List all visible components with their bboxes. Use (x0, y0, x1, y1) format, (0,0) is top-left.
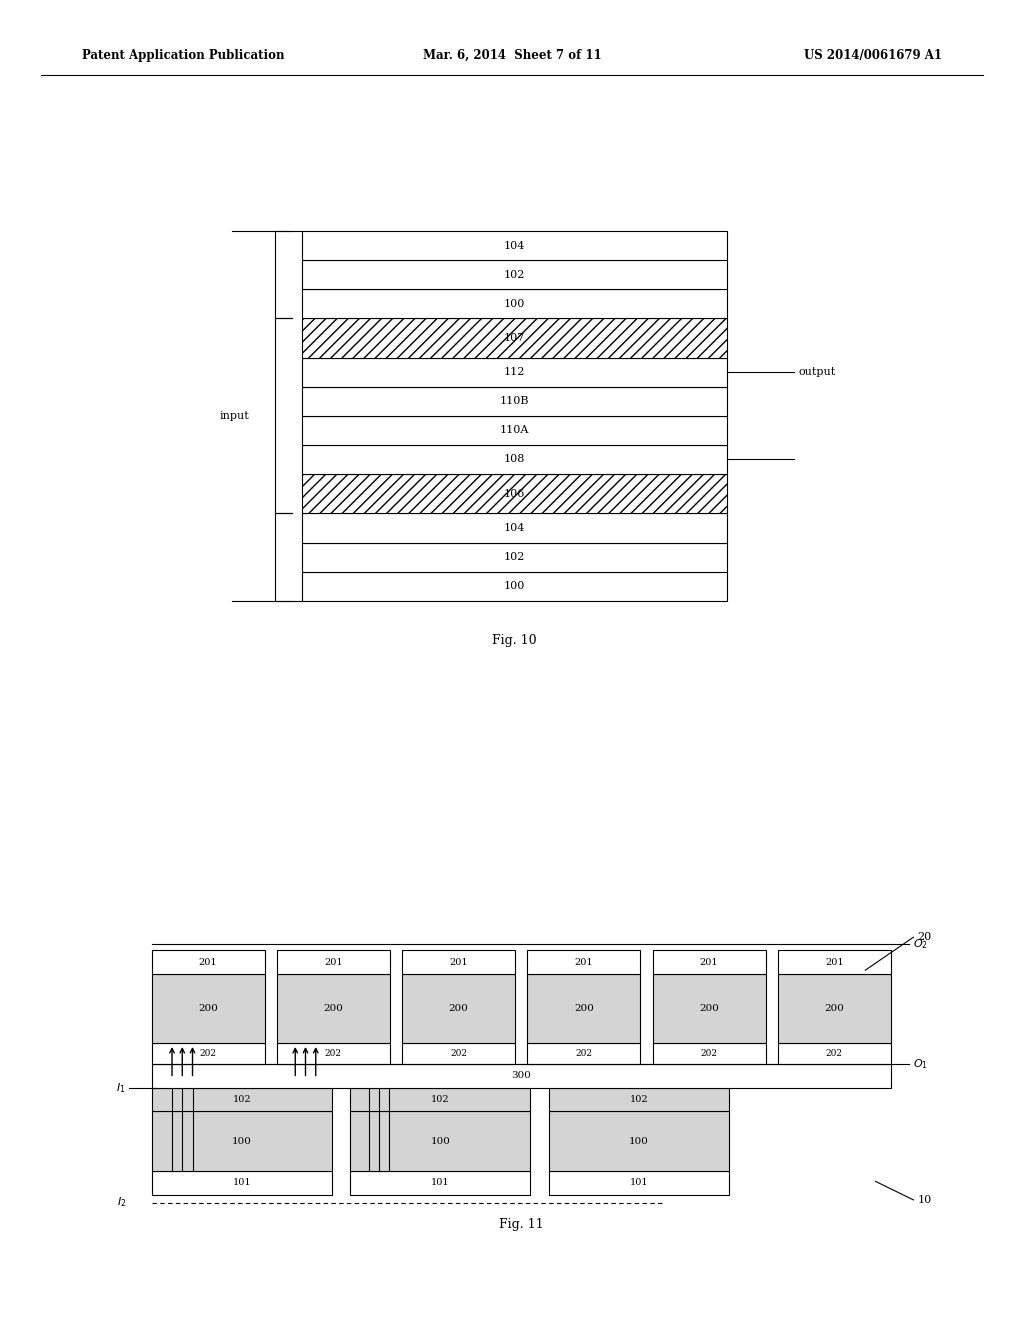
Text: Fig. 11: Fig. 11 (499, 1218, 544, 1232)
Text: output: output (799, 367, 836, 378)
Text: 201: 201 (199, 958, 217, 966)
Text: 104: 104 (504, 240, 525, 251)
Bar (302, 260, 727, 289)
Text: 101: 101 (630, 1179, 648, 1187)
Bar (302, 358, 727, 387)
Bar (152, 1171, 332, 1195)
Text: input: input (219, 411, 250, 421)
Text: 101: 101 (431, 1179, 450, 1187)
Text: US 2014/0061679 A1: US 2014/0061679 A1 (804, 49, 942, 62)
Bar (652, 974, 766, 1043)
Bar (152, 1043, 264, 1064)
Bar (152, 1064, 891, 1088)
Bar (778, 1043, 891, 1064)
Bar (549, 1088, 729, 1111)
Bar (402, 974, 515, 1043)
Bar (276, 1043, 390, 1064)
Text: 104: 104 (504, 523, 525, 533)
Text: 100: 100 (504, 581, 525, 591)
Bar (652, 950, 766, 974)
Text: Mar. 6, 2014  Sheet 7 of 11: Mar. 6, 2014 Sheet 7 of 11 (423, 49, 601, 62)
Text: 202: 202 (200, 1049, 216, 1057)
Text: 102: 102 (431, 1096, 450, 1104)
Bar (152, 974, 264, 1043)
Text: 200: 200 (324, 1005, 343, 1012)
Text: 201: 201 (574, 958, 593, 966)
Bar (152, 1111, 332, 1171)
Text: 102: 102 (504, 552, 525, 562)
Text: 202: 202 (700, 1049, 718, 1057)
Text: 200: 200 (573, 1005, 594, 1012)
Bar (152, 950, 264, 974)
Bar (302, 416, 727, 445)
Text: $I_2$: $I_2$ (117, 1196, 126, 1209)
Text: $I_1$: $I_1$ (117, 1081, 126, 1094)
Text: 202: 202 (325, 1049, 342, 1057)
Text: 20: 20 (918, 932, 932, 942)
Bar (549, 1111, 729, 1171)
Text: 102: 102 (232, 1096, 251, 1104)
Text: 102: 102 (504, 269, 525, 280)
Bar (652, 1043, 766, 1064)
Bar (302, 474, 727, 513)
Bar (276, 950, 390, 974)
Text: 202: 202 (575, 1049, 592, 1057)
Text: Patent Application Publication: Patent Application Publication (82, 49, 285, 62)
Text: 102: 102 (630, 1096, 648, 1104)
Text: 100: 100 (231, 1137, 252, 1146)
Text: 106: 106 (504, 488, 525, 499)
Text: 100: 100 (430, 1137, 451, 1146)
Bar (302, 387, 727, 416)
Bar (350, 1088, 530, 1111)
Text: 201: 201 (699, 958, 719, 966)
Text: 202: 202 (826, 1049, 843, 1057)
Bar (152, 1088, 332, 1111)
Text: 200: 200 (699, 1005, 719, 1012)
Bar (549, 1171, 729, 1195)
Bar (350, 1171, 530, 1195)
Text: 202: 202 (451, 1049, 467, 1057)
Text: 200: 200 (198, 1005, 218, 1012)
Text: 10: 10 (918, 1195, 932, 1205)
Bar (302, 572, 727, 601)
Bar (527, 950, 640, 974)
Bar (527, 974, 640, 1043)
Text: 101: 101 (232, 1179, 251, 1187)
Text: $O_2$: $O_2$ (913, 937, 929, 950)
Bar (302, 318, 727, 358)
Text: $O_1$: $O_1$ (913, 1057, 929, 1071)
Text: 201: 201 (450, 958, 468, 966)
Bar (527, 1043, 640, 1064)
Text: 110B: 110B (500, 396, 529, 407)
Bar (276, 974, 390, 1043)
Text: 200: 200 (824, 1005, 845, 1012)
Text: 201: 201 (324, 958, 343, 966)
Bar (302, 231, 727, 260)
Bar (302, 289, 727, 318)
Text: 201: 201 (825, 958, 844, 966)
Bar (302, 513, 727, 543)
Text: 110A: 110A (500, 425, 529, 436)
Text: 107: 107 (504, 333, 525, 343)
Text: 300: 300 (511, 1072, 531, 1080)
Bar (402, 950, 515, 974)
Text: 112: 112 (504, 367, 525, 378)
Bar (302, 445, 727, 474)
Text: 200: 200 (449, 1005, 469, 1012)
Bar (302, 543, 727, 572)
Text: Fig. 10: Fig. 10 (493, 634, 537, 647)
Bar (402, 1043, 515, 1064)
Bar (302, 474, 727, 513)
Bar (778, 950, 891, 974)
Bar (302, 318, 727, 358)
Text: 108: 108 (504, 454, 525, 465)
Text: 100: 100 (504, 298, 525, 309)
Text: 100: 100 (629, 1137, 649, 1146)
Bar (778, 974, 891, 1043)
Bar (350, 1111, 530, 1171)
